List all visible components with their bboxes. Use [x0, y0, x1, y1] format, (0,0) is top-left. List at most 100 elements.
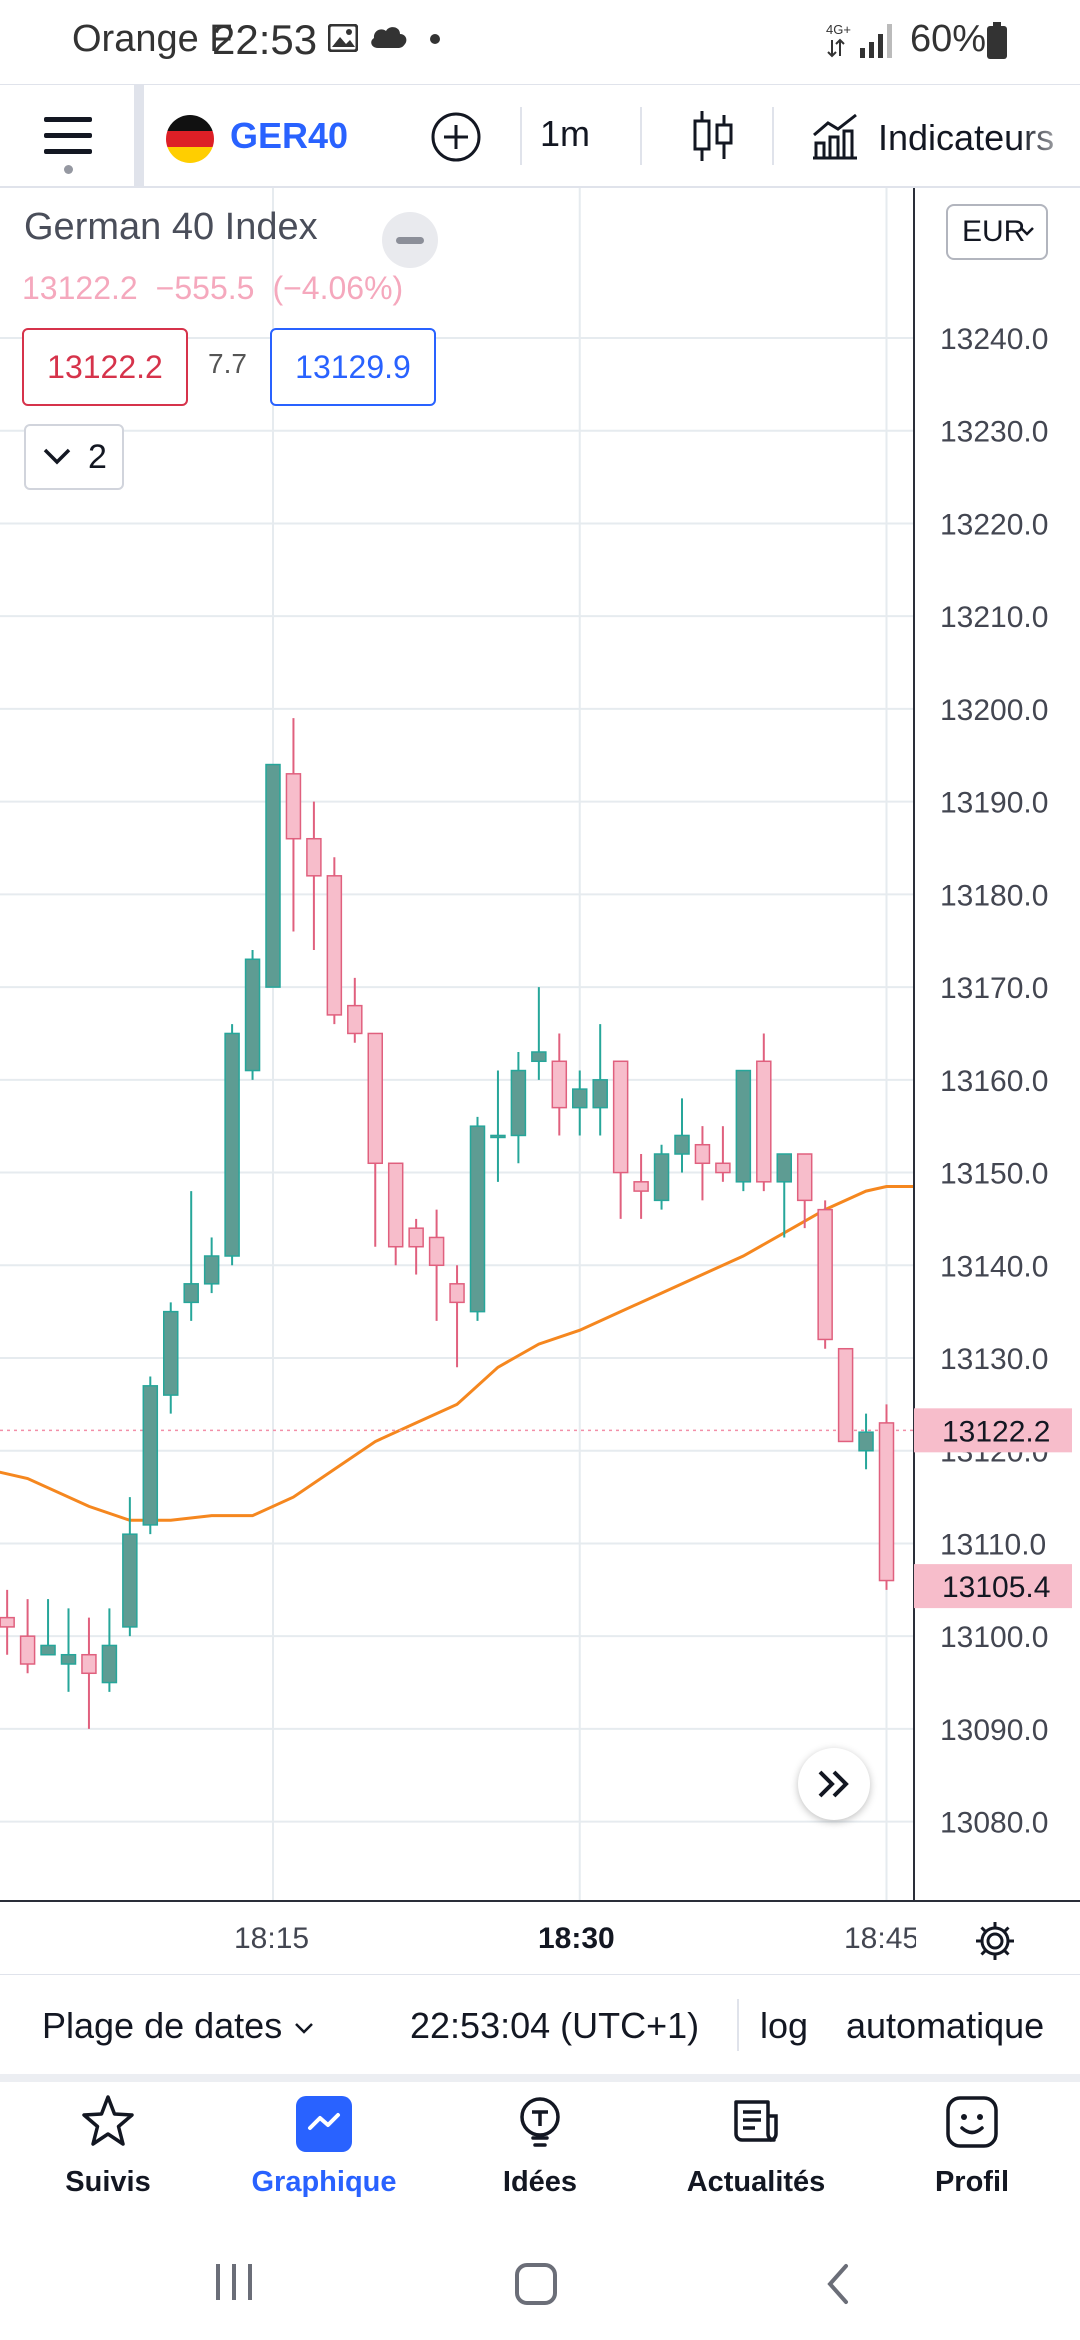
price-tick-label: 13230.0: [940, 416, 1048, 449]
toolbar-separator: [640, 107, 642, 165]
buy-price-button[interactable]: 13129.9: [270, 328, 436, 406]
cloud-icon: [371, 27, 407, 48]
status-time: 22:53: [212, 16, 318, 63]
candle-body: [756, 1060, 772, 1183]
indicators-button[interactable]: Indicateurs: [810, 105, 1080, 169]
carrier-label: Orange F: [72, 18, 233, 60]
menu-icon: [44, 117, 92, 122]
news-icon: [734, 2100, 778, 2142]
scroll-to-realtime-button[interactable]: [798, 1748, 870, 1820]
candle-body: [531, 1051, 547, 1063]
candle-body: [285, 773, 302, 840]
recent-apps-icon[interactable]: [212, 2262, 256, 2302]
nav-item-chart[interactable]: Graphique: [216, 2082, 432, 2226]
symbol-name: GER40: [230, 115, 349, 156]
toolbar-separator: [772, 107, 774, 165]
candles-icon[interactable]: [690, 109, 736, 163]
nav-item-watchlist[interactable]: Suivis: [0, 2082, 216, 2226]
toolbar-separator: [520, 107, 522, 165]
gear-icon[interactable]: [972, 1918, 1018, 1964]
price-tick-label: 13220.0: [940, 508, 1048, 541]
candle-body: [572, 1088, 588, 1109]
price-tick-label: 13160.0: [940, 1065, 1048, 1098]
nav-item-news[interactable]: Actualités: [648, 2082, 864, 2226]
candle-body: [142, 1385, 159, 1526]
candle-body: [612, 1060, 629, 1174]
status-bar: Orange F 22:53 4G+ 60%: [0, 0, 1080, 84]
nav-label: Graphique: [251, 2166, 397, 2198]
candle-body: [817, 1208, 833, 1341]
back-icon[interactable]: [822, 2262, 852, 2306]
candle-body: [101, 1644, 118, 1684]
nav-label: Suivis: [65, 2166, 151, 2198]
auto-scale-toggle[interactable]: automatique: [846, 2005, 1045, 2046]
gallery-notification-icon: [328, 24, 358, 52]
candle-body: [306, 837, 322, 877]
price-tick-label: 13180.0: [940, 879, 1048, 912]
date-range-button[interactable]: Plage de dates: [42, 2005, 314, 2047]
date-range-label: Plage de dates: [42, 2005, 283, 2046]
candle-body: [837, 1347, 854, 1443]
spread-value: 7.7: [208, 348, 247, 379]
candle-body: [735, 1069, 752, 1183]
collapse-legend-button[interactable]: [382, 212, 438, 268]
candle-body: [40, 1644, 56, 1656]
price-tick-label: 13080.0: [940, 1807, 1048, 1840]
candle-body: [163, 1310, 179, 1396]
time-tick-label: 18:15: [234, 1922, 310, 1955]
timezone-clock[interactable]: 22:53:04 (UTC+1): [410, 2005, 700, 2046]
notification-dot-icon: [430, 34, 440, 44]
candle-body: [244, 958, 261, 1072]
studies-toggle-button[interactable]: 2: [24, 424, 124, 490]
candle-body: [715, 1162, 731, 1174]
price-tick-label: 13150.0: [940, 1158, 1048, 1191]
minus-icon: [396, 237, 424, 244]
time-tick-label: 18:45: [844, 1922, 916, 1955]
chart-bottom-bar: Plage de dates 22:53:04 (UTC+1) log auto…: [0, 1974, 1080, 2074]
price-tick-label: 13110.0: [940, 1528, 1046, 1561]
log-scale-toggle[interactable]: log: [760, 2005, 809, 2046]
price-tick-label: 13170.0: [940, 972, 1048, 1005]
time-tick-label: 18:30: [538, 1922, 615, 1955]
chart-area[interactable]: 13240.0 13230.0 13220.0 13210.0 13200.0 13190…: [0, 188, 1080, 1900]
candle-body: [19, 1635, 36, 1665]
price-tick-label: 13210.0: [940, 601, 1048, 634]
nav-item-profile[interactable]: Profil: [864, 2082, 1080, 2226]
price-chart[interactable]: 13240.0 13230.0 13220.0 13210.0 13200.0 13190…: [0, 188, 1080, 1900]
symbol-search-button[interactable]: GER40: [160, 99, 360, 173]
bottom-navigation: Suivis Graphique Idées Actualités Profil: [0, 2082, 1080, 2226]
candle-body: [60, 1653, 77, 1665]
add-symbol-icon[interactable]: [430, 111, 482, 163]
candle-body: [796, 1153, 813, 1202]
nav-label: Profil: [934, 2166, 1010, 2198]
network-type-label: 4G+: [826, 22, 851, 37]
price-tick-label: 13200.0: [940, 694, 1048, 727]
candle-body: [694, 1143, 711, 1165]
instrument-title[interactable]: German 40 Index: [24, 206, 318, 248]
candle-body: [592, 1079, 608, 1109]
candle-body: [122, 1533, 138, 1628]
menu-button[interactable]: [30, 105, 110, 169]
candle-body: [347, 1004, 363, 1035]
home-icon[interactable]: [514, 2262, 558, 2306]
currency-label: EUR: [962, 215, 1026, 248]
candle-body: [551, 1060, 568, 1109]
studies-count: 2: [88, 438, 107, 476]
candle-body: [203, 1255, 220, 1285]
legend-change-percent: (−4.06%): [272, 270, 404, 306]
candle-body: [490, 1134, 506, 1139]
low-price-tag: [914, 1564, 1072, 1609]
nav-divider: [0, 2074, 1080, 2082]
sell-price-button[interactable]: 13122.2: [22, 328, 188, 406]
star-icon: [82, 2095, 134, 2146]
bottom-bar-separator: [737, 1999, 739, 2051]
candle-body: [387, 1162, 404, 1248]
legend-change: −555.5: [155, 270, 255, 306]
time-axis[interactable]: 18:15 18:30 18:45: [0, 1900, 1080, 1974]
interval-button[interactable]: 1m: [540, 113, 591, 154]
system-navigation: [0, 2226, 1080, 2340]
candle-body: [674, 1134, 690, 1155]
currency-button[interactable]: EUR: [946, 204, 1048, 260]
nav-item-ideas[interactable]: Idées: [432, 2082, 648, 2226]
moving-average-line: [0, 1185, 914, 1522]
